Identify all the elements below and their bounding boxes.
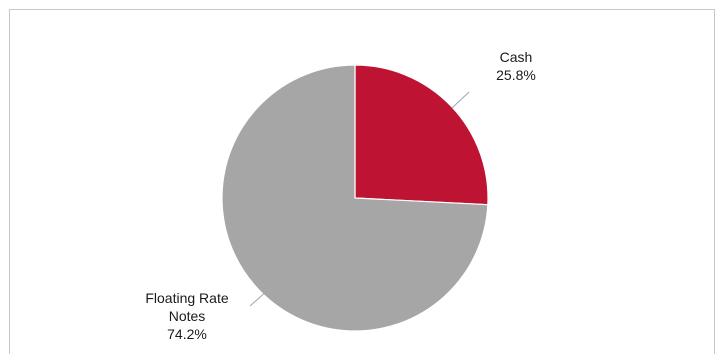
- slice-category-label-floating-rate-notes: Floating Rate: [145, 290, 228, 306]
- pie-slice-cash: [354, 64, 489, 206]
- slice-value-label-cash: 25.8%: [496, 67, 536, 83]
- slice-category-label-floating-rate-notes: Notes: [169, 308, 206, 324]
- slice-value-label-floating-rate-notes: 74.2%: [167, 326, 207, 342]
- pie-slice-floating-rate-notes: [221, 64, 489, 332]
- leader-line-cash: [451, 91, 470, 109]
- pie-slices: [221, 64, 489, 332]
- leader-lines: [249, 91, 470, 307]
- slice-category-label-cash: Cash: [500, 49, 533, 65]
- slice-labels: Cash 25.8% Floating Rate Notes 74.2%: [145, 49, 535, 342]
- leader-line-floating-rate-notes: [249, 290, 268, 307]
